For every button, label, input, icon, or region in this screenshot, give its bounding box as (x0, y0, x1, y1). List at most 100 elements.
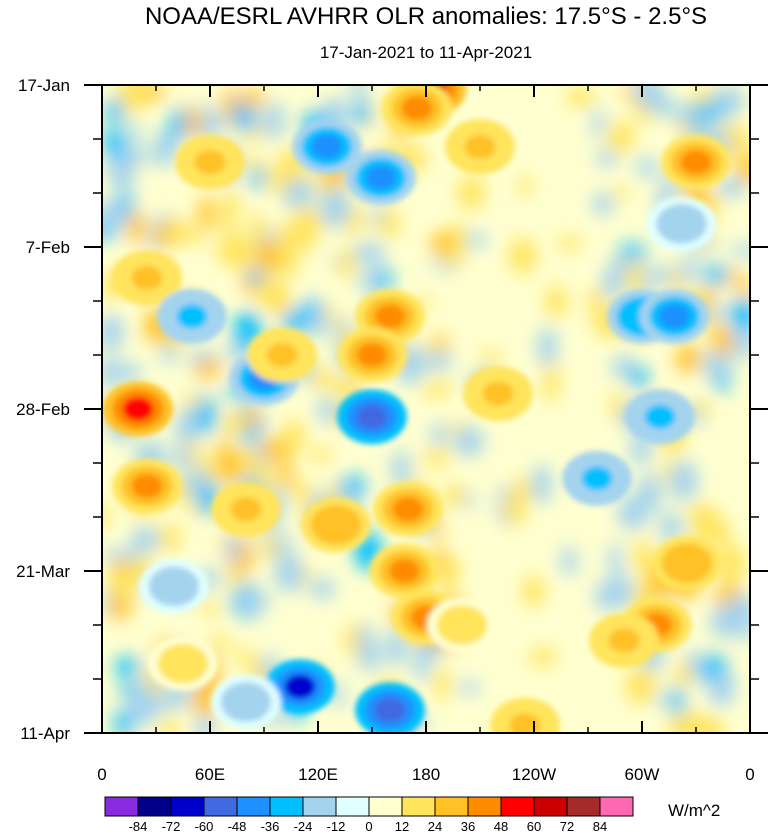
anomaly-blob (263, 101, 285, 140)
anomaly-feature (148, 636, 218, 692)
anomaly-contour (365, 165, 397, 190)
anomaly-feature (112, 458, 182, 514)
anomaly-contour (131, 265, 163, 290)
anomaly-blob (102, 356, 119, 390)
anomaly-blob (217, 213, 237, 232)
anomaly-blob (248, 268, 265, 285)
anomaly-blob (226, 574, 247, 587)
anomaly-blob (235, 646, 250, 663)
anomaly-feature (589, 612, 659, 668)
colorbar-swatch (599, 796, 634, 817)
anomaly-blob (711, 324, 733, 362)
anomaly-contour (680, 150, 712, 175)
anomaly-contour (644, 404, 676, 429)
anomaly-contour (311, 134, 343, 159)
colorbar-label: -72 (162, 819, 181, 834)
colorbar-swatch (236, 796, 271, 817)
anomaly-blob (704, 305, 727, 320)
anomaly-blob (656, 691, 671, 707)
anomaly-contour (659, 304, 690, 329)
colorbar-swatch (170, 796, 205, 817)
anomaly-blob (353, 242, 386, 265)
y-tick-label: 7-Feb (26, 238, 70, 257)
anomaly-blob (454, 426, 484, 457)
anomaly-blob (391, 449, 411, 489)
anomaly-blob (352, 85, 366, 105)
anomaly-blob (633, 539, 655, 575)
colorbar-swatch (137, 796, 172, 817)
anomaly-feature (625, 389, 695, 445)
anomaly-blob (529, 647, 557, 667)
anomaly-blob (719, 124, 750, 138)
colorbar-swatch (335, 796, 370, 817)
anomaly-blob (112, 189, 127, 207)
anomaly-blob (434, 666, 451, 701)
anomaly-blob (717, 177, 745, 198)
anomaly-blob (352, 100, 371, 127)
anomaly-blob (217, 436, 230, 472)
anomaly-blob (112, 559, 129, 573)
anomaly-blob (171, 446, 191, 469)
x-axis: 0 60E 120E 180 120W 60W 0 (97, 85, 755, 784)
anomaly-blob (611, 388, 624, 423)
anomaly-contour (389, 558, 420, 584)
anomaly-feature (337, 327, 407, 383)
anomaly-blob (380, 207, 400, 240)
x-tick-label: 120W (512, 765, 556, 784)
anomaly-blob (192, 232, 205, 245)
anomaly-blob (311, 446, 331, 464)
anomaly-blob (238, 588, 269, 616)
anomaly-blob (592, 192, 614, 216)
anomaly-blob (259, 437, 287, 460)
x-tick-label: 120E (298, 765, 338, 784)
anomaly-blob (479, 351, 502, 365)
anomaly-contour (266, 342, 298, 368)
anomaly-blob (105, 98, 124, 124)
anomaly-blob (357, 271, 381, 291)
anomaly-blob (102, 314, 124, 352)
colorbar-label: -60 (195, 819, 214, 834)
anomaly-blob (532, 464, 552, 505)
anomaly-blob (737, 157, 750, 185)
anomaly-blob (625, 258, 643, 299)
anomaly-blob (727, 133, 750, 166)
anomaly-blob (311, 362, 328, 390)
x-tick-label: 60E (195, 765, 225, 784)
anomaly-blob (617, 243, 648, 265)
anomaly-contour (356, 342, 388, 368)
anomaly-contour (131, 474, 163, 499)
colorbar-label: 12 (395, 819, 409, 834)
colorbar-label: 0 (365, 819, 372, 834)
anomaly-blob (114, 657, 142, 676)
anomaly-blob (114, 363, 143, 382)
anomaly-blob (156, 524, 181, 552)
x-tick-label: 60W (625, 765, 660, 784)
anomaly-contour (176, 304, 208, 329)
anomaly-blob (617, 495, 648, 531)
anomaly-blob (242, 157, 261, 171)
anomaly-blob (317, 397, 338, 424)
anomaly-blob (595, 150, 618, 167)
colorbar-swatch (533, 796, 568, 817)
anomaly-feature (211, 481, 281, 537)
anomaly-blob (457, 175, 485, 210)
anomaly-blob (625, 666, 656, 705)
x-tick-label: 180 (412, 765, 440, 784)
x-tick-label: 0 (745, 765, 754, 784)
anomaly-contour (167, 651, 199, 676)
anomaly-feature (373, 481, 443, 537)
anomaly-blob (203, 601, 221, 617)
anomaly-blob (695, 506, 723, 543)
anomaly-feature (661, 134, 731, 190)
anomaly-blob (181, 225, 195, 242)
anomaly-feature (490, 697, 560, 733)
anomaly-blob (692, 401, 710, 418)
chart-title: NOAA/ESRL AVHRR OLR anomalies: 17.5°S - … (145, 3, 707, 30)
anomaly-blob (669, 460, 698, 501)
anomaly-blob (154, 223, 171, 250)
anomaly-blob (680, 256, 698, 284)
anomaly-blob (357, 640, 382, 672)
colorbar-swatch (401, 796, 436, 817)
colorbar-label: -36 (261, 819, 280, 834)
anomaly-blob (703, 265, 729, 285)
